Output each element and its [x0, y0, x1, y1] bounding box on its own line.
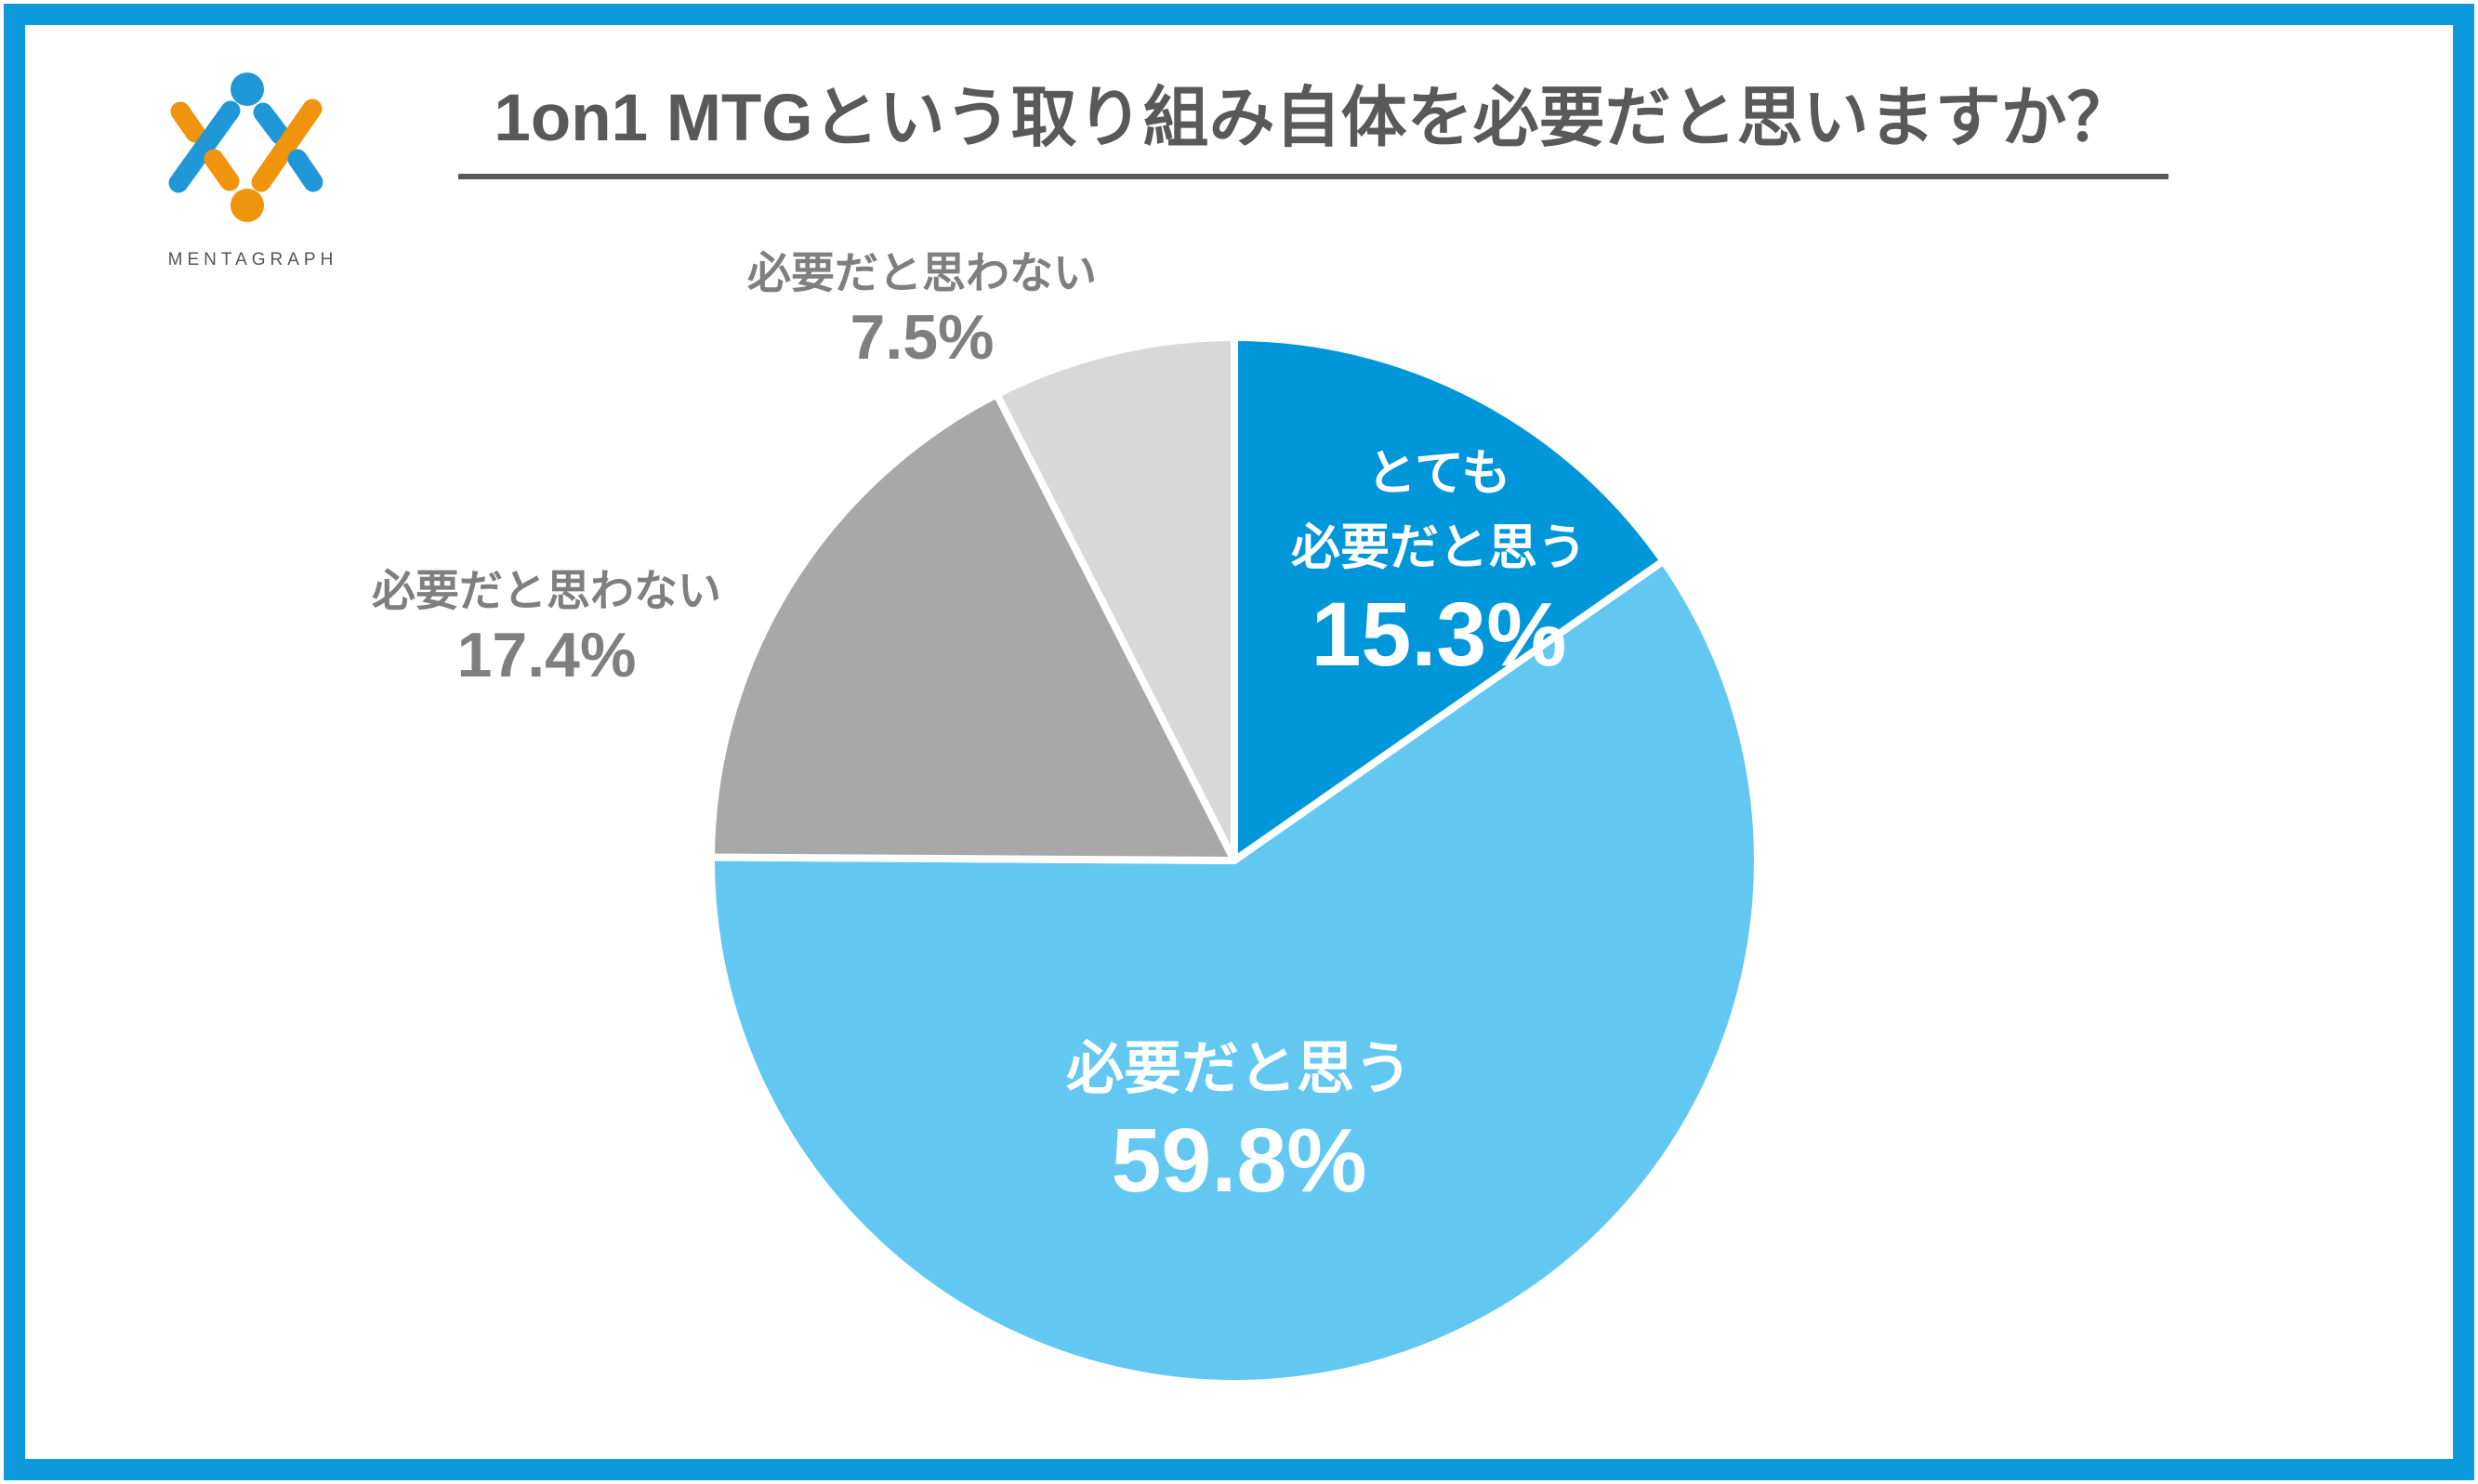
- chart-title: 1on1 MTGという取り組み自体を必要だと思いますか？: [494, 82, 2133, 155]
- pie-chart: [707, 334, 1761, 1387]
- brand-logo: MENTAGRAPH: [160, 56, 346, 270]
- slice-label-percent: 17.4%: [456, 620, 637, 690]
- brand-name: MENTAGRAPH: [167, 250, 338, 269]
- slice-label-percent: 7.5%: [850, 302, 995, 373]
- pie-slice-0: [1231, 334, 1667, 864]
- slice-label-text: とても: [1366, 446, 1511, 501]
- slice-label-percent: 15.3%: [1311, 584, 1567, 685]
- slice-label-not-necessary-7-5: 必要だと思わない 7.5%: [747, 243, 1097, 372]
- pie-slice-1: [707, 557, 1761, 1387]
- pie-slice-3: [993, 334, 1238, 864]
- slice-label-text: 必要だと思う: [1291, 520, 1587, 575]
- slice-label-text: 必要だと思わない: [747, 248, 1097, 297]
- chart-title-underline: 1on1 MTGという取り組み自体を必要だと思いますか？: [458, 72, 2168, 180]
- slice-label-not-necessary-17-4: 必要だと思わない 17.4%: [372, 561, 721, 689]
- slice-label-text: 必要だと思う: [1065, 1037, 1413, 1101]
- slice-label-very-necessary-15-3: とても 必要だと思う 15.3%: [1291, 437, 1587, 684]
- pie-slice-2: [707, 390, 1238, 864]
- mentagraph-logo-icon: [168, 72, 323, 222]
- slice-label-percent: 59.8%: [1111, 1110, 1367, 1211]
- slice-label-necessary-59-8: 必要だと思う 59.8%: [1066, 1028, 1412, 1210]
- slice-label-text: 必要だと思わない: [372, 566, 721, 615]
